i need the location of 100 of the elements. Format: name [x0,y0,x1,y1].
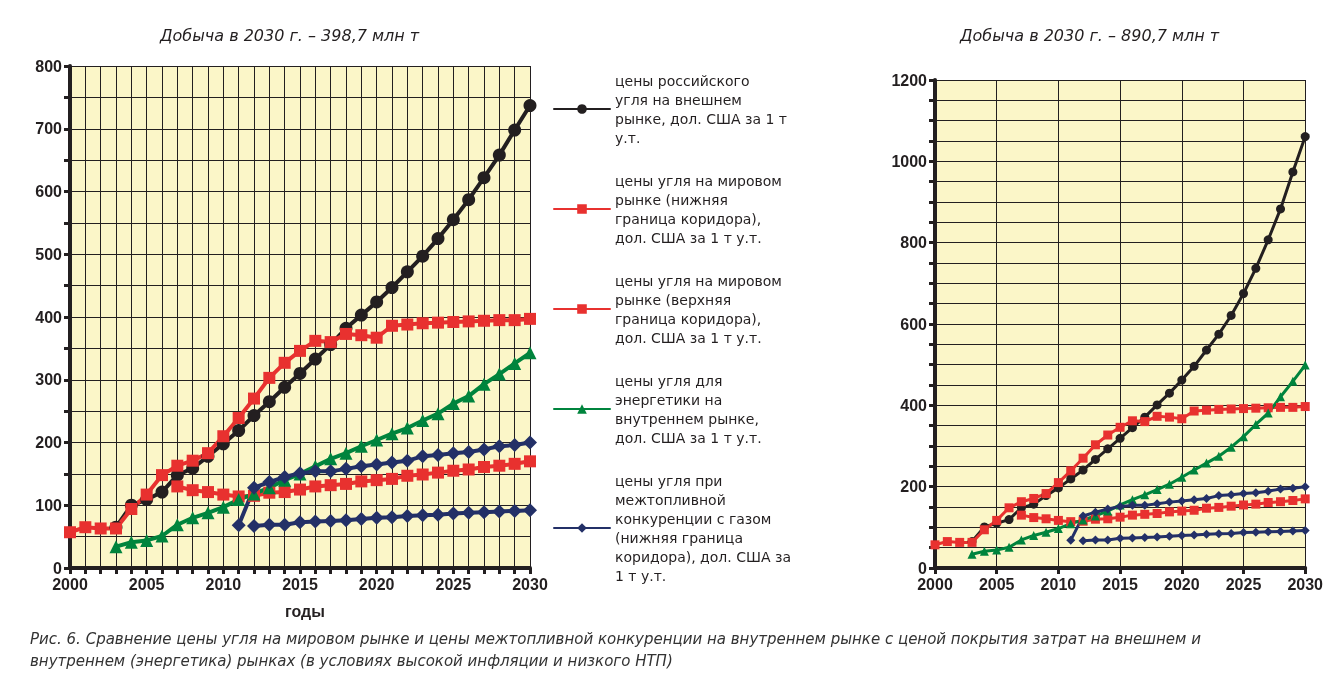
x-tick-label: 2010 [1040,575,1077,593]
point [278,356,291,369]
point [478,314,490,327]
point [1251,499,1261,509]
point [1288,402,1298,412]
point [462,389,476,403]
point [1115,512,1125,522]
point [1152,411,1162,421]
point [1226,404,1236,414]
point [492,504,507,519]
point [1226,442,1236,452]
point [1226,528,1236,538]
point [1239,489,1248,499]
x-axis-title: годы [285,602,325,620]
point [1090,454,1100,464]
point [446,446,461,461]
point [1201,458,1211,468]
legend-label: цены угля для энергетики на внутреннем рынке, дол. США за 1 т у.т. [615,372,764,446]
point [1201,493,1211,503]
point [1090,440,1100,450]
point [308,464,323,479]
point [478,460,490,473]
point [400,508,415,523]
point [1288,526,1298,536]
point [277,517,292,532]
point [1276,402,1286,412]
point [1263,403,1273,413]
point [354,308,368,322]
point [400,453,415,468]
point [462,193,476,207]
point [278,486,291,499]
point [1226,501,1236,511]
point [477,442,491,457]
point [1288,167,1298,177]
x-tick-label: 2025 [1225,575,1262,593]
y-tick-label: 200 [35,434,63,451]
point [355,329,368,342]
point [1300,482,1310,492]
point [293,366,307,380]
point [186,484,199,497]
point [1004,542,1014,552]
point [1177,496,1187,506]
point [1177,506,1187,516]
point [432,316,444,329]
point [1214,491,1224,501]
point [416,414,430,428]
point [1177,414,1187,424]
point [1140,509,1150,519]
point [1177,530,1187,540]
point [385,427,399,441]
point [370,474,383,487]
point [1239,289,1248,298]
point [416,249,430,263]
point [1066,474,1076,484]
point [523,435,537,450]
x-tick-label: 2025 [435,575,472,593]
point [979,546,989,556]
point [370,295,384,309]
point [477,505,491,520]
point [1177,375,1187,385]
point [1115,433,1125,443]
x-tick-label: 2030 [1287,575,1324,593]
point [1152,509,1162,519]
point [231,518,246,533]
text: Рис. 6. Сравнение цены угля на мировом рынке и цены межтопливной конкуренции на внутреннем рынке с ценой покрытия затрат на внешнем и внутреннем (энергетика) рынках (в условиях высокой инфляции и низкого НТП) [30,629,1202,672]
point [461,505,476,520]
legend-label: цены угля на мировом рынке (нижняя граница коридора), дол. США за 1 т у.т. [615,172,787,246]
point [1029,493,1039,503]
point [477,171,491,185]
point [1140,417,1150,427]
point [955,537,965,547]
legend-label: цены угля на мировом рынке (верхняя граница коридора), дол. США за 1 т у.т. [615,272,787,346]
point [493,459,506,472]
point [1300,132,1310,142]
x-tick-label: 2000 [917,575,953,593]
point [524,455,536,468]
point [340,327,352,340]
point [431,407,445,421]
chart-title: Добыча в 2030 г. – 398,7 млн т [159,25,420,45]
point [339,446,353,460]
point [309,334,322,347]
point [1226,490,1236,500]
point [1164,412,1174,422]
point [1263,498,1273,508]
x-tick-label: 2005 [978,575,1015,593]
y-tick-label: 200 [900,478,928,496]
point [446,397,460,411]
point [507,503,522,518]
x-tick-label: 2030 [512,575,548,593]
point [232,412,245,425]
point [278,380,292,394]
point [416,468,429,481]
point [1201,503,1211,513]
point [1152,400,1162,410]
point [1127,500,1137,510]
point [247,518,261,533]
point [462,315,475,328]
point [431,448,445,463]
point [1066,535,1076,545]
point [524,312,536,325]
